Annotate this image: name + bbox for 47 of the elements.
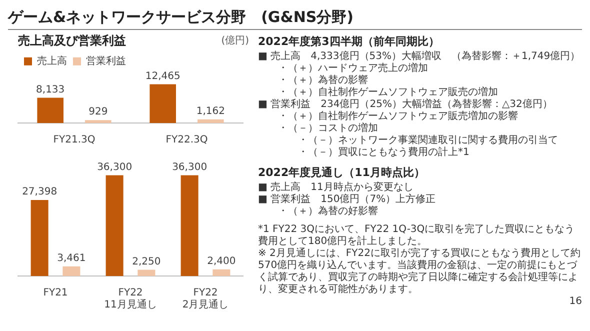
data-label: 929 [88,106,108,118]
data-label: 2,250 [132,256,161,268]
legend-label: 営業利益 [86,54,126,67]
text: ■ 営業利益 234億円（25%）大幅増益（為替影響：△32億円） [258,99,554,110]
text: ・（－）コストの増加 [277,123,379,135]
bar [85,120,112,123]
text: ・（＋）ハードウェア売上の増加 [277,63,429,74]
text: 2022年度見通し（11月時点比） [258,165,426,180]
text: ・（＋）自社制作ゲームソフトウェア販売増加の影響 [277,111,519,122]
bar [138,270,156,276]
chart-title: ゲーム&ネットワークサービス分野 (G&NS分野) [8,8,582,30]
text: ・（＋）為替の影響 [277,75,369,86]
text: ・（＋）為替の好影響 [277,206,379,218]
x-tick-label: FY21 [43,288,68,299]
text: 16 [568,296,582,308]
data-label: 36,300 [97,162,132,173]
y-axis-title: (億円) [221,34,250,47]
bar [150,84,176,123]
text: ■ 売上高 11月時点から変更なし [258,182,414,194]
bar [30,200,48,276]
bar [198,119,224,123]
data-label: 12,465 [145,70,180,82]
x-tick-label: FY22 11月見通し [104,288,157,311]
text: ・（－）ネットワーク事業関連取引に関する費用の引当て [297,135,559,146]
bar [37,98,64,123]
legend-label: 売上高 [37,54,67,67]
text: ・（＋）自社制作ゲームソフトウェア販売の増加 [277,87,499,98]
data-label: 1,162 [196,106,225,117]
data-label: 3,461 [57,252,86,264]
bar [212,269,230,276]
text: *1 FY22 3Qにおいて、FY22 1Q-3Qに取引を完了した買収にともなう費用として180億円を計上しました。 [258,224,576,248]
x-tick-label: FY21.3Q [53,134,96,146]
data-label: 36,300 [172,162,208,173]
chart-subtitle: 売上高及び営業利益 [18,33,126,48]
text: 2022年度第3四半期（前年同期比） [258,34,440,49]
data-label: 8,133 [36,84,65,96]
data-label: 27,398 [22,186,58,198]
x-tick-label: FY22.3Q [166,134,208,146]
data-label: 2,400 [207,256,236,267]
text: ■ 売上高 4,333億円（53%）大幅増収 （為替影響：＋1,749億円） [258,51,582,62]
text: ・（－）買収にともなう費用の計上*1 [297,147,470,159]
bar [180,175,198,276]
x-tick-label: FY22 2月見通し [182,288,229,311]
text: ※ 2月見通しには、FY22に取引が完了する買収にともなう費用として約570億円を織り込んでいます。当該費用の金額は、一定の前提にもとづく試算であり、買収完了の時期や完了日以降に確定する会計処理等により、変更される可能性があります。 [258,248,582,296]
bar [62,266,80,276]
bar [106,175,124,276]
text: ■ 営業利益 150億円（7%）上方修正 [258,194,437,206]
